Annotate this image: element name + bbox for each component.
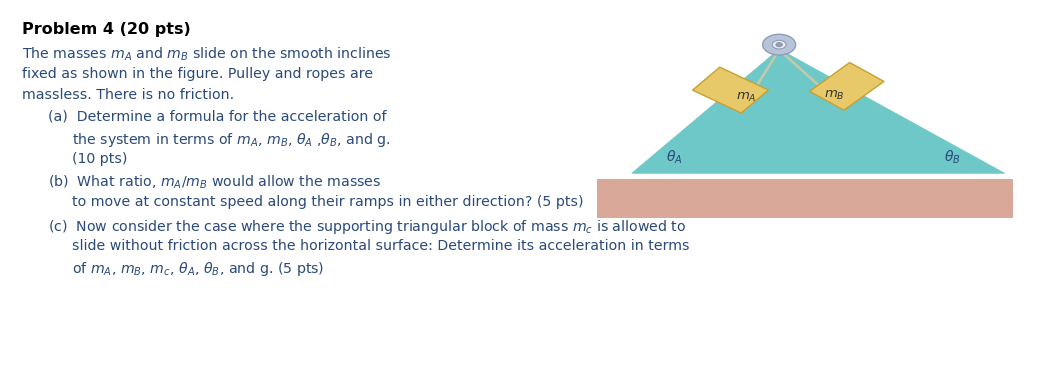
Text: the system in terms of $m_A$, $m_B$, $\theta_A$ ,$\theta_B$, and g.: the system in terms of $m_A$, $m_B$, $\t…	[72, 131, 391, 149]
Text: fixed as shown in the figure. Pulley and ropes are: fixed as shown in the figure. Pulley and…	[22, 67, 373, 81]
Text: (c)  Now consider the case where the supporting triangular block of mass $m_c$ i: (c) Now consider the case where the supp…	[48, 218, 687, 236]
Text: $\theta_B$: $\theta_B$	[944, 149, 960, 166]
Text: $\theta_A$: $\theta_A$	[667, 149, 682, 166]
Bar	[597, 179, 1014, 218]
Circle shape	[776, 43, 783, 47]
FancyBboxPatch shape	[810, 63, 884, 110]
Text: (b)  What ratio, $m_A/m_B$ would allow the masses: (b) What ratio, $m_A/m_B$ would allow th…	[48, 174, 381, 191]
Text: (a)  Determine a formula for the acceleration of: (a) Determine a formula for the accelera…	[48, 110, 387, 124]
Text: Problem 4 (20 pts): Problem 4 (20 pts)	[22, 22, 191, 37]
Text: massless. There is no friction.: massless. There is no friction.	[22, 88, 234, 102]
Text: $m_A$: $m_A$	[736, 91, 757, 104]
Polygon shape	[631, 49, 1004, 173]
Text: slide without friction across the horizontal surface: Determine its acceleration: slide without friction across the horizo…	[72, 239, 690, 253]
Text: (10 pts): (10 pts)	[72, 152, 127, 166]
Circle shape	[772, 40, 786, 49]
Text: of $m_A$, $m_B$, $m_c$, $\theta_A$, $\theta_B$, and g. (5 pts): of $m_A$, $m_B$, $m_c$, $\theta_A$, $\th…	[72, 260, 324, 278]
Circle shape	[763, 34, 795, 55]
FancyBboxPatch shape	[693, 67, 768, 113]
Text: $m_B$: $m_B$	[823, 89, 844, 102]
Text: to move at constant speed along their ramps in either direction? (5 pts): to move at constant speed along their ra…	[72, 195, 583, 209]
Text: The masses $m_A$ and $m_B$ slide on the smooth inclines: The masses $m_A$ and $m_B$ slide on the …	[22, 46, 392, 63]
